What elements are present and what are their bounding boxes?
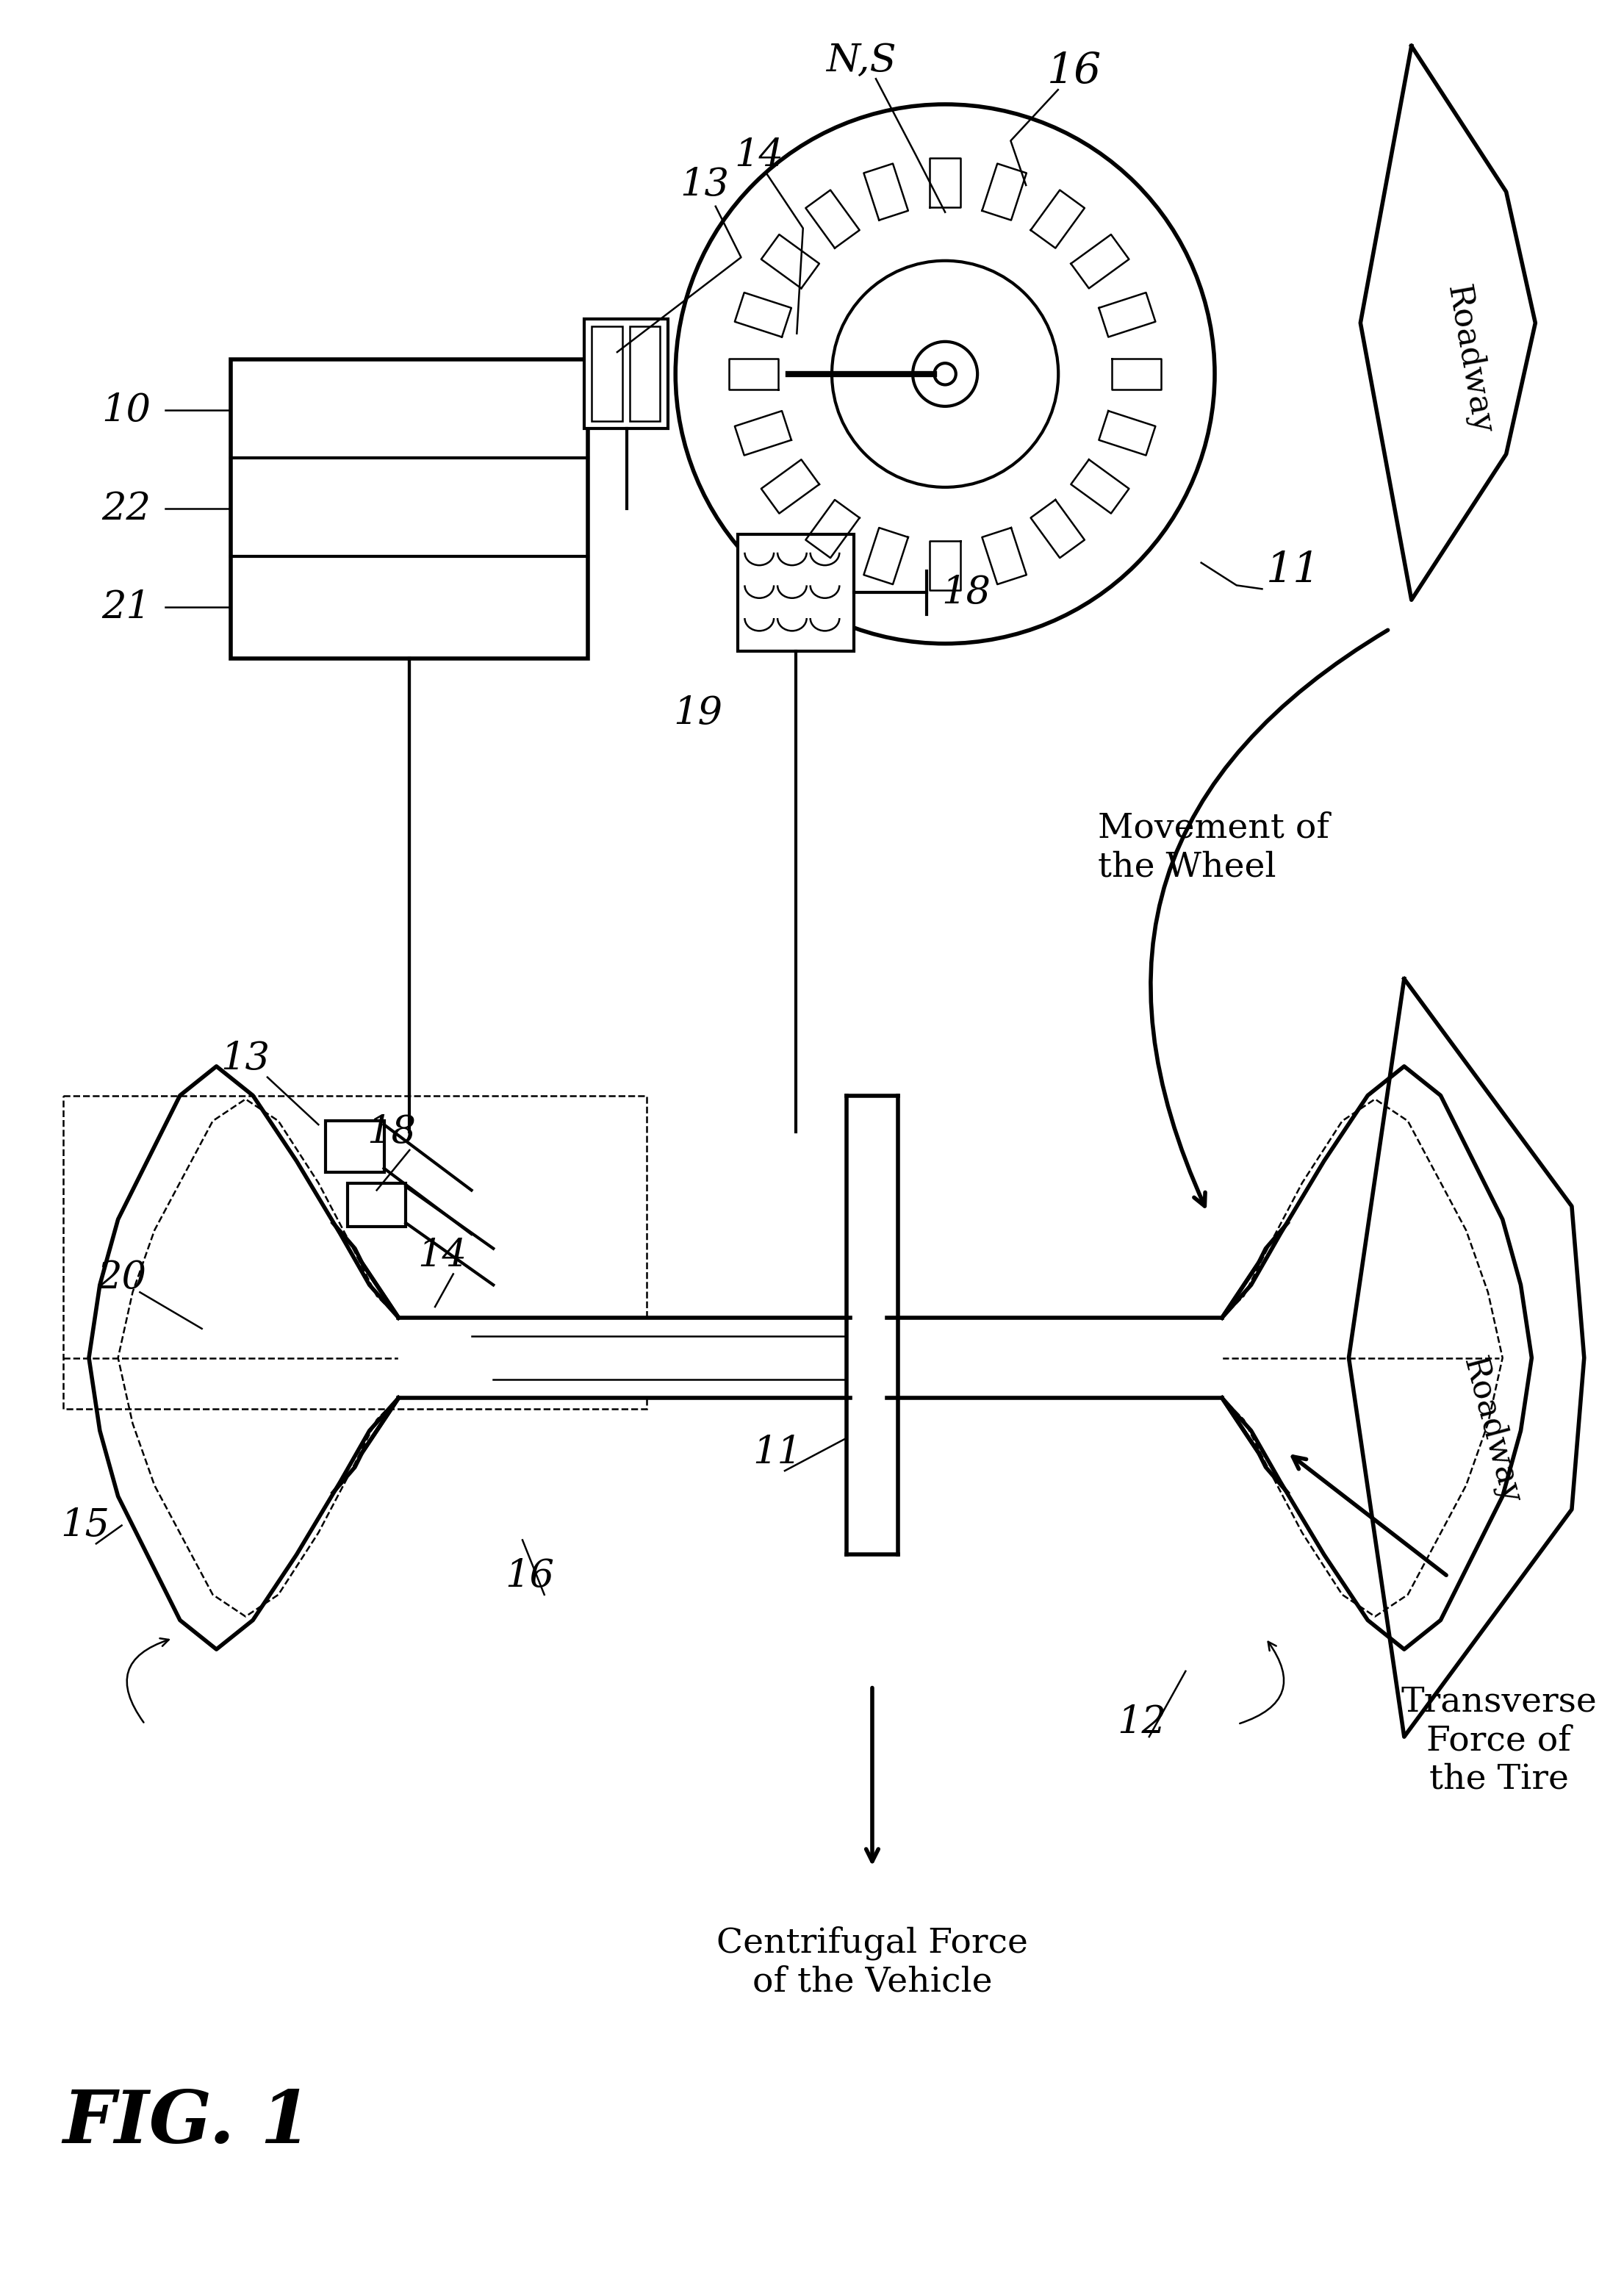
- Text: N,S: N,S: [827, 41, 896, 80]
- Text: Centrifugal Force
of the Vehicle: Centrifugal Force of the Vehicle: [716, 1926, 1028, 1999]
- Text: 10: 10: [102, 393, 151, 429]
- Text: 11: 11: [1265, 550, 1320, 591]
- Text: Movement of
the Wheel: Movement of the Wheel: [1098, 812, 1330, 883]
- Text: Roadway: Roadway: [1440, 283, 1499, 436]
- Bar: [585, 319, 667, 429]
- Bar: [591, 326, 622, 422]
- Text: 13: 13: [680, 167, 729, 203]
- Text: Transverse
Force of
the Tire: Transverse Force of the Tire: [1402, 1686, 1596, 1796]
- Text: 20: 20: [97, 1260, 146, 1296]
- Bar: [630, 326, 661, 422]
- Text: 22: 22: [102, 491, 151, 527]
- Bar: [231, 358, 588, 657]
- Text: FIG. 1: FIG. 1: [63, 2088, 312, 2159]
- Bar: [348, 1182, 406, 1228]
- Text: 13: 13: [221, 1041, 270, 1077]
- Text: 18: 18: [942, 573, 991, 612]
- Text: 11: 11: [754, 1433, 802, 1472]
- Bar: [326, 1120, 383, 1173]
- Text: 14: 14: [734, 137, 784, 173]
- Text: Roadway: Roadway: [1457, 1353, 1527, 1508]
- Text: 14: 14: [417, 1237, 468, 1276]
- Text: 15: 15: [60, 1506, 110, 1545]
- Text: 16: 16: [505, 1559, 554, 1595]
- Bar: [63, 1095, 646, 1408]
- Text: 16: 16: [1047, 50, 1101, 91]
- Bar: [737, 534, 854, 650]
- Text: 12: 12: [1117, 1702, 1166, 1741]
- Text: 19: 19: [674, 694, 723, 733]
- Text: 18: 18: [367, 1114, 416, 1150]
- Text: 21: 21: [102, 589, 151, 625]
